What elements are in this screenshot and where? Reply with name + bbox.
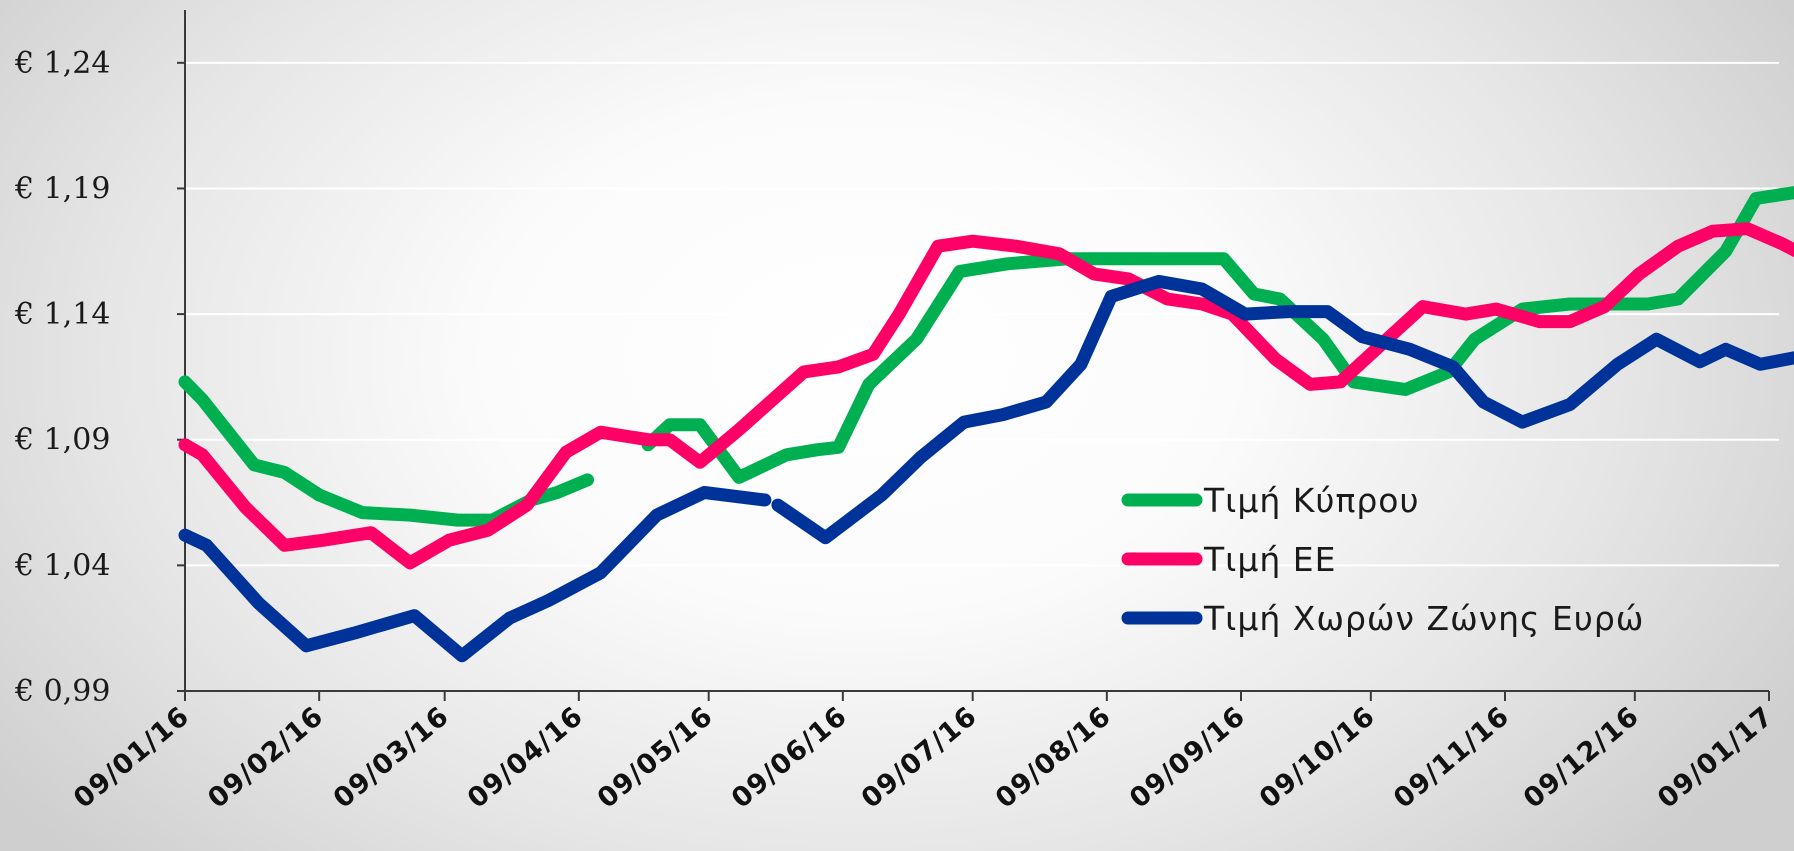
x-tick-label: 09/03/16 [328,701,456,815]
x-tick-label: 09/07/16 [856,701,984,815]
x-tick-label: 09/02/16 [202,701,330,815]
legend-label-eu: Τιμή ΕΕ [1203,540,1336,579]
y-tick-labels: € 0,99 € 1,04 € 1,09 € 1,14 € 1,19 € 1,24 [14,46,185,709]
series-line-eu [178,222,1794,570]
y-tick-label: € 1,24 [14,46,110,81]
x-tick-label: 09/09/16 [1124,701,1252,815]
legend-label-cyprus: Τιμή Κύπρου [1203,481,1420,520]
axes [184,10,1769,692]
legend-label-eurozone: Τιμή Χωρών Ζώνης Ευρώ [1203,599,1644,638]
y-tick-label: € 1,09 [14,423,110,458]
y-tick-label: € 1,14 [14,297,110,332]
gridlines [185,61,1779,567]
y-tick-label: € 0,99 [14,674,110,709]
x-tick-label: 09/12/16 [1518,701,1646,815]
x-tick-label: 09/08/16 [990,701,1118,815]
y-tick-label: € 1,19 [14,171,110,206]
x-tick-label: 09/05/16 [592,701,720,815]
series-line-cyprus [178,186,1794,527]
x-tick-label: 09/01/16 [68,701,196,815]
x-tick-label: 09/04/16 [462,701,590,815]
x-tick-label: 09/01/17 [1652,701,1780,815]
x-tick-label: 09/06/16 [726,701,854,815]
x-tick-label: 09/10/16 [1254,701,1382,815]
legend: Τιμή Κύπρου Τιμή ΕΕ Τιμή Χωρών Ζώνης Ευρ… [1121,481,1644,638]
series-lines [178,186,1794,663]
series-line-eurozone [178,274,1794,663]
y-tick-label: € 1,04 [14,548,110,583]
x-tick-label: 09/11/16 [1388,701,1516,815]
